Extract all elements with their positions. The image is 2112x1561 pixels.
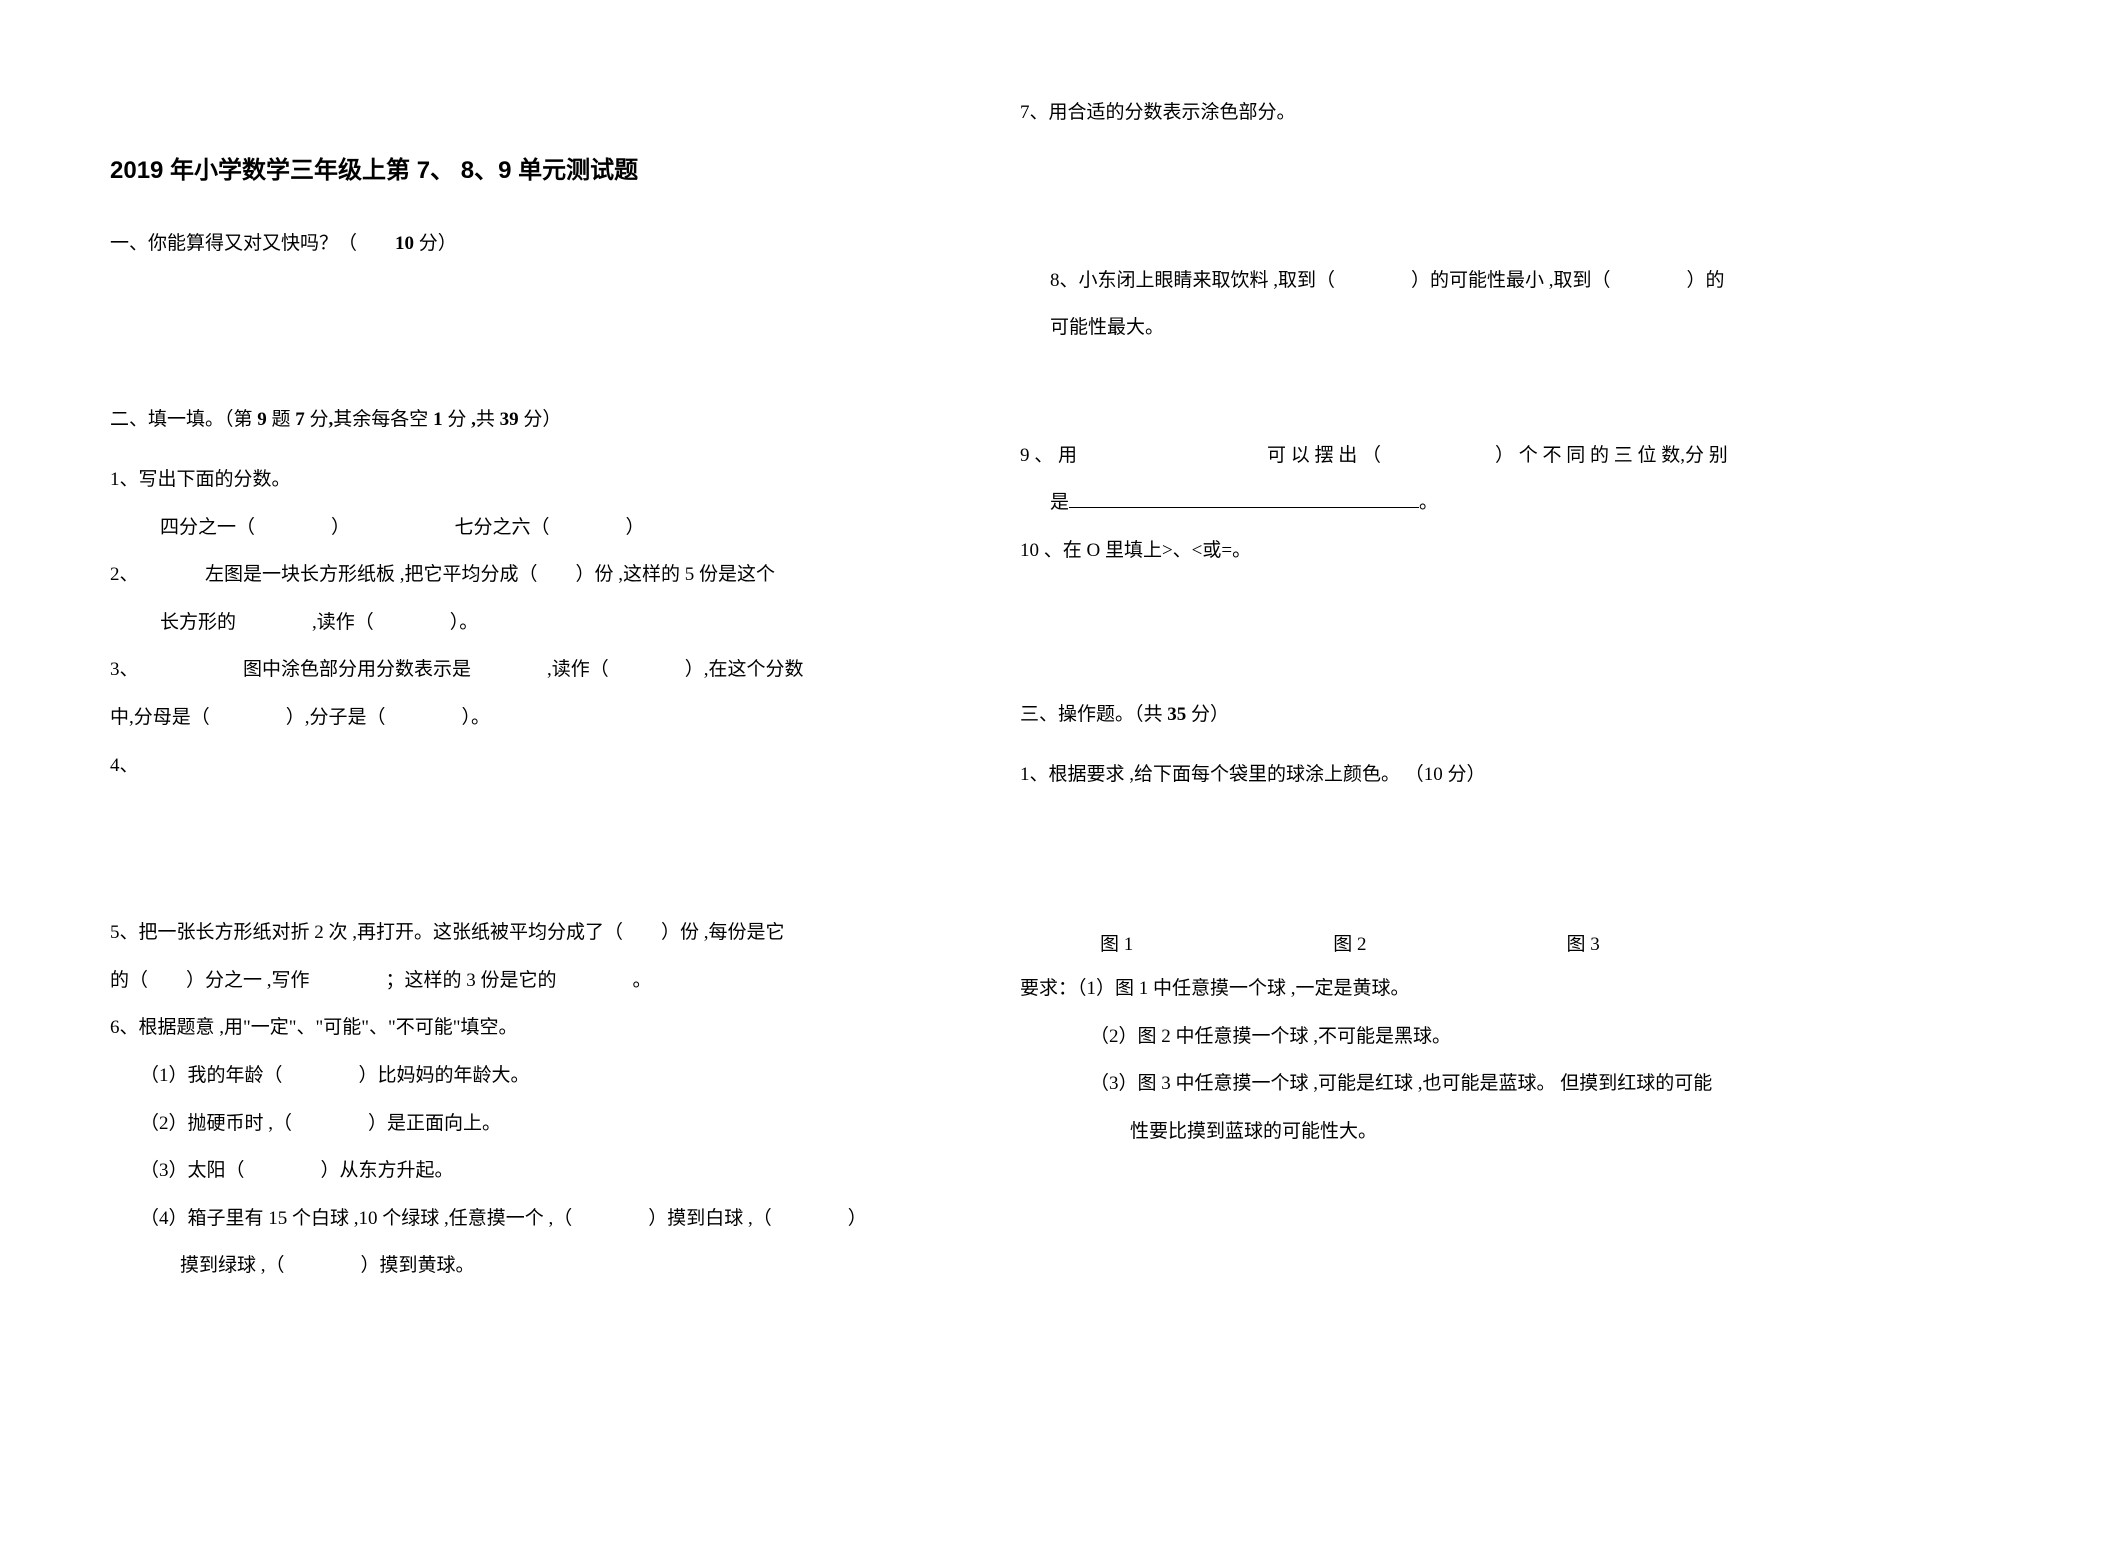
exam-title: 2019 年小学数学三年级上第 7、 8、9 单元测试题 (110, 150, 920, 185)
q1-sub: 四分之一（ ） 七分之六（ ） (110, 505, 920, 551)
q6: 6、根据题意 ,用"一定"、"可能"、"不可能"填空。 (110, 1005, 920, 1051)
right-column: 7、用合适的分数表示涂色部分。 8、小东闭上眼睛来取饮料 ,取到（ ）的可能性最… (1000, 40, 1880, 1291)
spacer (110, 281, 920, 401)
page-container: 2019 年小学数学三年级上第 7、 8、9 单元测试题 一、你能算得又对又快吗… (40, 40, 2072, 1291)
fig1-label: 图 1 (1100, 929, 1133, 956)
q6-3: （3）太阳（ ）从东方升起。 (110, 1148, 920, 1194)
spacer (1020, 353, 1880, 433)
q4: 4、 (110, 743, 920, 789)
section2-heading: 二、填一填。（第 9 题 7 分,其余每各空 1 分 ,共 39 分） (110, 401, 920, 439)
q10: 10 、在 O 里填上>、<或=。 (1020, 528, 1880, 574)
q8: 8、小东闭上眼睛来取饮料 ,取到（ ）的可能性最小 ,取到（ ）的 (1020, 258, 1880, 304)
section2-heading-text: 二、填一填。（第 9 题 7 分,其余每各空 1 分 ,共 39 分） (110, 409, 561, 430)
spacer (1020, 799, 1880, 919)
spacer (1020, 576, 1880, 696)
section1-heading-text: 一、你能算得又对又快吗？（ 10 分） (110, 233, 457, 254)
q3-cont: 中,分母是（ ）,分子是（ ）。 (110, 695, 920, 741)
q1: 1、写出下面的分数。 (110, 457, 920, 503)
q7: 7、用合适的分数表示涂色部分。 (1020, 90, 1880, 136)
q2-cont: 长方形的 ,读作（ ）。 (110, 600, 920, 646)
s3-req: 要求：（1）图 1 中任意摸一个球 ,一定是黄球。 (1020, 966, 1880, 1012)
spacer (1020, 138, 1880, 258)
section1-heading: 一、你能算得又对又快吗？（ 10 分） (110, 225, 920, 263)
q5: 5、把一张长方形纸对折 2 次 ,再打开。这张纸被平均分成了（ ）份 ,每份是它 (110, 910, 920, 956)
figure-labels: 图 1 图 2 图 3 (1020, 929, 1880, 956)
left-column: 2019 年小学数学三年级上第 7、 8、9 单元测试题 一、你能算得又对又快吗… (40, 40, 920, 1291)
q9-cont-suffix: 。 (1419, 492, 1438, 513)
fig2-label: 图 2 (1333, 929, 1366, 956)
q3: 3、 图中涂色部分用分数表示是 ,读作（ ）,在这个分数 (110, 647, 920, 693)
q6-2: （2）抛硬币时 ,（ ）是正面向上。 (110, 1101, 920, 1147)
section3-heading: 三、操作题。（共 35 分） (1020, 696, 1880, 734)
q6-4: （4）箱子里有 15 个白球 ,10 个绿球 ,任意摸一个 ,（ ）摸到白球 ,… (110, 1196, 920, 1242)
s3-req3: （3）图 3 中任意摸一个球 ,可能是红球 ,也可能是蓝球。 但摸到红球的可能 (1020, 1061, 1880, 1107)
q9-cont-prefix: 是 (1050, 492, 1069, 513)
q9: 9 、 用 可 以 摆 出 （ ） 个 不 同 的 三 位 数,分 别 (1020, 433, 1880, 479)
s3-req3-cont: 性要比摸到蓝球的可能性大。 (1020, 1109, 1880, 1155)
s3-req2: （2）图 2 中任意摸一个球 ,不可能是黑球。 (1020, 1014, 1880, 1060)
fig3-label: 图 3 (1567, 929, 1600, 956)
q5-cont: 的（ ）分之一 ,写作 ；这样的 3 份是它的 。 (110, 958, 920, 1004)
s3-q1: 1、根据要求 ,给下面每个袋里的球涂上颜色。 （10 分） (1020, 752, 1880, 798)
q6-1: （1）我的年龄（ ）比妈妈的年龄大。 (110, 1053, 920, 1099)
q9-cont: 是。 (1020, 480, 1880, 526)
q2: 2、 左图是一块长方形纸板 ,把它平均分成（ ）份 ,这样的 5 份是这个 (110, 552, 920, 598)
q8-cont: 可能性最大。 (1020, 305, 1880, 351)
q9-blank (1069, 486, 1419, 509)
q6-4-cont: 摸到绿球 ,（ ）摸到黄球。 (110, 1243, 920, 1289)
spacer (110, 790, 920, 910)
section3-heading-text: 三、操作题。（共 35 分） (1020, 704, 1229, 725)
